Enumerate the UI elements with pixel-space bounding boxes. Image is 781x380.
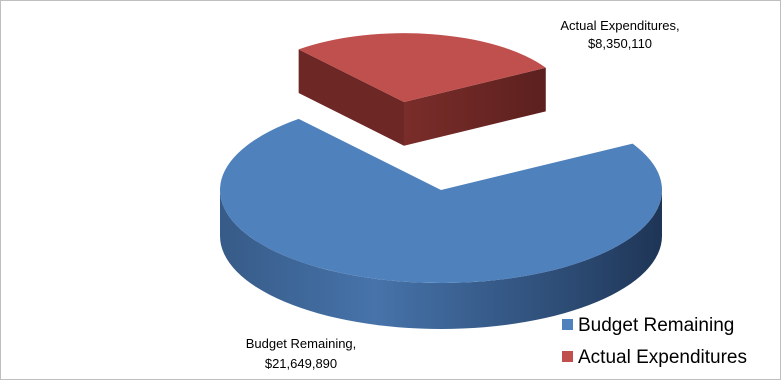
data-label-actual-name: Actual Expenditures,	[560, 18, 679, 33]
legend-item-budget-remaining: Budget Remaining	[562, 315, 734, 336]
slice-budget-remaining	[220, 118, 663, 283]
legend-swatch	[562, 351, 573, 362]
data-label-budget-name: Budget Remaining,	[246, 336, 357, 351]
slice-actual-expenditures	[298, 33, 546, 102]
pie-layer	[220, 33, 663, 329]
slice-actual-expenditures-cut-left	[298, 49, 404, 146]
legend-label: Budget Remaining	[578, 315, 734, 336]
legend-label: Actual Expenditures	[578, 347, 747, 368]
slice-budget-remaining-side	[220, 190, 662, 329]
legend-item-actual-expenditures: Actual Expenditures	[562, 347, 747, 368]
data-label-budget-value: $21,649,890	[265, 356, 337, 371]
data-label-actual-value: $8,350,110	[588, 36, 652, 51]
legend-swatch	[562, 319, 573, 330]
slice-actual-expenditures-cut-right	[404, 67, 546, 146]
legend: Budget Remaining Actual Expenditures	[562, 315, 747, 368]
